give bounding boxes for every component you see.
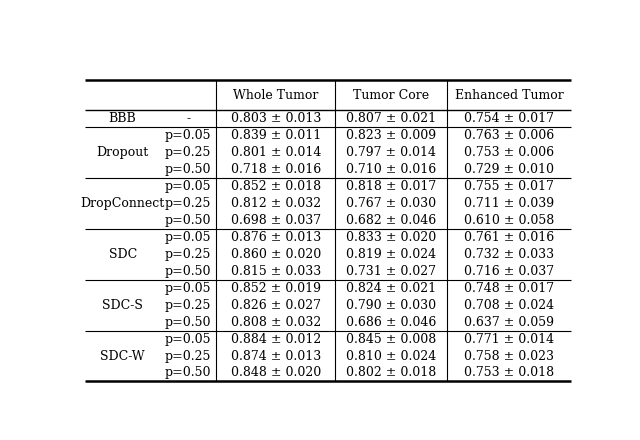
Text: p=0.25: p=0.25: [165, 197, 211, 210]
Text: 0.698 ± 0.037: 0.698 ± 0.037: [230, 214, 321, 227]
Text: 0.686 ± 0.046: 0.686 ± 0.046: [346, 315, 436, 329]
Text: 0.748 ± 0.017: 0.748 ± 0.017: [464, 282, 554, 295]
Text: 0.826 ± 0.027: 0.826 ± 0.027: [231, 299, 321, 312]
Text: Enhanced Tumor: Enhanced Tumor: [454, 88, 563, 102]
Text: SDC-S: SDC-S: [102, 299, 143, 312]
Text: 0.807 ± 0.021: 0.807 ± 0.021: [346, 112, 436, 125]
Text: p=0.50: p=0.50: [165, 163, 211, 176]
Text: 0.845 ± 0.008: 0.845 ± 0.008: [346, 333, 436, 345]
Text: 0.819 ± 0.024: 0.819 ± 0.024: [346, 248, 436, 261]
Text: p=0.05: p=0.05: [165, 180, 211, 193]
Text: BBB: BBB: [109, 112, 136, 125]
Text: 0.731 ± 0.027: 0.731 ± 0.027: [346, 265, 436, 278]
Text: 0.758 ± 0.023: 0.758 ± 0.023: [464, 349, 554, 363]
Text: 0.716 ± 0.037: 0.716 ± 0.037: [464, 265, 554, 278]
Text: DropConnect: DropConnect: [81, 197, 164, 210]
Text: 0.753 ± 0.006: 0.753 ± 0.006: [464, 146, 554, 159]
Text: 0.815 ± 0.033: 0.815 ± 0.033: [230, 265, 321, 278]
Text: 0.812 ± 0.032: 0.812 ± 0.032: [230, 197, 321, 210]
Text: 0.839 ± 0.011: 0.839 ± 0.011: [230, 129, 321, 142]
Text: p=0.25: p=0.25: [165, 146, 211, 159]
Text: 0.682 ± 0.046: 0.682 ± 0.046: [346, 214, 436, 227]
Text: 0.802 ± 0.018: 0.802 ± 0.018: [346, 367, 436, 379]
Text: 0.711 ± 0.039: 0.711 ± 0.039: [464, 197, 554, 210]
Text: 0.848 ± 0.020: 0.848 ± 0.020: [230, 367, 321, 379]
Text: 0.810 ± 0.024: 0.810 ± 0.024: [346, 349, 436, 363]
Text: p=0.50: p=0.50: [165, 367, 211, 379]
Text: SDC: SDC: [109, 248, 137, 261]
Text: 0.771 ± 0.014: 0.771 ± 0.014: [464, 333, 554, 345]
Text: 0.852 ± 0.019: 0.852 ± 0.019: [231, 282, 321, 295]
Text: 0.718 ± 0.016: 0.718 ± 0.016: [230, 163, 321, 176]
Text: p=0.05: p=0.05: [165, 333, 211, 345]
Text: 0.874 ± 0.013: 0.874 ± 0.013: [230, 349, 321, 363]
Text: Whole Tumor: Whole Tumor: [233, 88, 319, 102]
Text: p=0.05: p=0.05: [165, 231, 211, 244]
Text: p=0.50: p=0.50: [165, 214, 211, 227]
Text: 0.824 ± 0.021: 0.824 ± 0.021: [346, 282, 436, 295]
Text: p=0.25: p=0.25: [165, 349, 211, 363]
Text: p=0.25: p=0.25: [165, 248, 211, 261]
Text: 0.860 ± 0.020: 0.860 ± 0.020: [230, 248, 321, 261]
Text: 0.710 ± 0.016: 0.710 ± 0.016: [346, 163, 436, 176]
Text: 0.763 ± 0.006: 0.763 ± 0.006: [464, 129, 554, 142]
Text: p=0.25: p=0.25: [165, 299, 211, 312]
Text: 0.797 ± 0.014: 0.797 ± 0.014: [346, 146, 436, 159]
Text: 0.610 ± 0.058: 0.610 ± 0.058: [464, 214, 554, 227]
Text: 0.754 ± 0.017: 0.754 ± 0.017: [464, 112, 554, 125]
Text: p=0.05: p=0.05: [165, 282, 211, 295]
Text: 0.753 ± 0.018: 0.753 ± 0.018: [464, 367, 554, 379]
Text: 0.833 ± 0.020: 0.833 ± 0.020: [346, 231, 436, 244]
Text: p=0.50: p=0.50: [165, 265, 211, 278]
Text: p=0.05: p=0.05: [165, 129, 211, 142]
Text: 0.729 ± 0.010: 0.729 ± 0.010: [464, 163, 554, 176]
Text: 0.808 ± 0.032: 0.808 ± 0.032: [230, 315, 321, 329]
Text: 0.790 ± 0.030: 0.790 ± 0.030: [346, 299, 436, 312]
Text: 0.884 ± 0.012: 0.884 ± 0.012: [230, 333, 321, 345]
Text: -: -: [186, 112, 190, 125]
Text: p=0.50: p=0.50: [165, 315, 211, 329]
Text: 0.755 ± 0.017: 0.755 ± 0.017: [464, 180, 554, 193]
Text: 0.708 ± 0.024: 0.708 ± 0.024: [464, 299, 554, 312]
Text: 0.823 ± 0.009: 0.823 ± 0.009: [346, 129, 436, 142]
Text: 0.852 ± 0.018: 0.852 ± 0.018: [230, 180, 321, 193]
Text: 0.803 ± 0.013: 0.803 ± 0.013: [230, 112, 321, 125]
Text: Tumor Core: Tumor Core: [353, 88, 429, 102]
Text: 0.801 ± 0.014: 0.801 ± 0.014: [230, 146, 321, 159]
Text: Dropout: Dropout: [97, 146, 148, 159]
Text: SDC-W: SDC-W: [100, 349, 145, 363]
Text: 0.732 ± 0.033: 0.732 ± 0.033: [464, 248, 554, 261]
Text: 0.637 ± 0.059: 0.637 ± 0.059: [464, 315, 554, 329]
Text: 0.767 ± 0.030: 0.767 ± 0.030: [346, 197, 436, 210]
Text: 0.876 ± 0.013: 0.876 ± 0.013: [230, 231, 321, 244]
Text: 0.818 ± 0.017: 0.818 ± 0.017: [346, 180, 436, 193]
Text: 0.761 ± 0.016: 0.761 ± 0.016: [464, 231, 554, 244]
